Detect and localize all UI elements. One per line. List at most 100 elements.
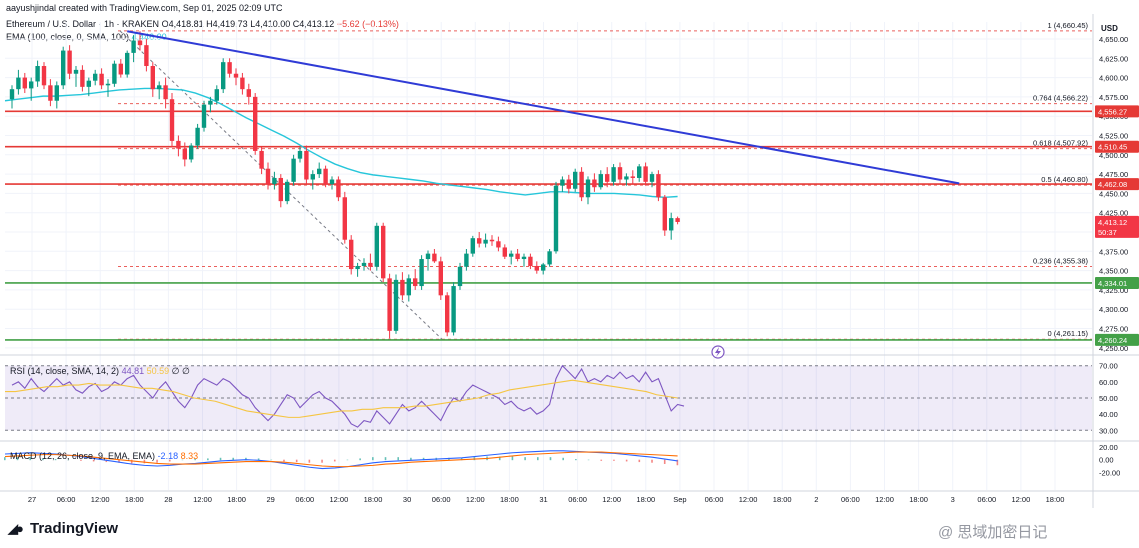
macd-histogram-bar: [92, 459, 95, 462]
candle-body: [451, 286, 456, 333]
candle-body: [393, 279, 399, 331]
candle-body: [489, 239, 495, 242]
time-tick-label: 12:00: [330, 495, 349, 504]
rsi-legend[interactable]: RSI (14, close, SMA, 14, 2) 44.81 50.59 …: [10, 366, 190, 377]
candle-body: [285, 181, 290, 202]
candle-body: [477, 238, 482, 244]
level-price-tag: 4,556.27: [1098, 107, 1127, 116]
macd-histogram-bar: [613, 459, 615, 461]
time-tick-label: 06:00: [295, 495, 314, 504]
macd-histogram-bar: [67, 459, 70, 461]
macd-histogram-bar: [397, 457, 400, 461]
lightning-bolt-icon: [715, 347, 721, 357]
open-value: O4,418.81: [161, 19, 204, 29]
macd-histogram-bar: [448, 457, 450, 461]
candle-body: [592, 179, 597, 188]
candle-body: [643, 166, 648, 182]
candle-body: [662, 197, 667, 231]
candle-body: [342, 197, 347, 240]
macd-histogram-bar: [283, 459, 285, 462]
time-tick-label: Sep: [673, 495, 686, 504]
candle-body: [48, 85, 53, 101]
candle-body: [118, 63, 123, 75]
macd-tick-label: 20.00: [1099, 443, 1118, 452]
candle-body: [9, 89, 15, 100]
level-price-tag-bg: [1095, 178, 1139, 191]
macd-histogram-bar: [410, 457, 412, 461]
macd-tick-label: 0.00: [1099, 456, 1114, 465]
time-tick-label: 06:00: [568, 495, 587, 504]
macd-histogram-bar: [118, 459, 120, 463]
chart-marks: [711, 345, 725, 359]
time-tick-label: 06:00: [705, 495, 724, 504]
candle-body: [502, 247, 507, 257]
time-tick-label: 12:00: [875, 495, 894, 504]
price-tick-label: 4,500.00: [1099, 151, 1128, 160]
candle-body: [585, 179, 591, 198]
logo-text: TradingView: [30, 520, 119, 537]
candle-body: [406, 278, 411, 296]
macd-histogram-bar: [460, 457, 463, 461]
macd-legend[interactable]: MACD (12, 26, close, 9, EMA, EMA) -2.18 …: [10, 451, 198, 461]
macd-histogram-bar: [562, 457, 564, 461]
macd-histogram-bar: [143, 459, 146, 464]
macd-histogram-bar: [524, 457, 526, 461]
candle-body: [425, 253, 431, 260]
time-axis: 27 06:00 12:00 18:00 28 12:00 18:00 29 06:00 12:0…: [28, 495, 1065, 504]
candle-body: [112, 63, 117, 84]
candle-body: [464, 253, 469, 267]
macd-histogram-bar: [181, 459, 184, 461]
time-tick-label: 12:00: [91, 495, 110, 504]
level-price-tag-bg: [1095, 276, 1139, 289]
candle-body: [291, 158, 296, 182]
macd-histogram-bar: [270, 459, 273, 461]
last-price-tag-countdown: 50:37: [1098, 228, 1117, 237]
candle-body: [144, 45, 149, 67]
price-tick-label: 4,475.00: [1099, 170, 1128, 179]
candle-body: [560, 179, 565, 186]
grid-lines: [0, 14, 1139, 508]
candle-body: [329, 179, 335, 185]
candle-body: [470, 238, 475, 254]
macd-signal-line: [4, 451, 678, 468]
ema-legend[interactable]: EMA (100, close, 0, SMA, 100) 4,446.00: [6, 32, 167, 42]
macd-histogram-bar: [295, 459, 298, 463]
fib-label: 0.764 (4,566.22): [1033, 94, 1089, 103]
candle-body: [176, 140, 181, 149]
time-tick-label: 31: [539, 495, 547, 504]
candle-body: [253, 96, 258, 151]
price-axis: 4,650.004,625.004,600.004,575.004,550.00…: [1095, 35, 1139, 353]
candle-body: [157, 85, 162, 90]
time-tick-label: 29: [267, 495, 275, 504]
candle-body: [278, 177, 283, 202]
time-tick-label: 12:00: [602, 495, 621, 504]
rsi-tick-label: 60.00: [1099, 378, 1118, 387]
candle-body: [355, 265, 360, 270]
macd-line: [4, 450, 678, 470]
price-tick-label: 4,625.00: [1099, 54, 1128, 63]
candle-body: [579, 171, 584, 198]
tradingview-logo[interactable]: ◢● TradingView: [8, 520, 118, 537]
rsi-tick-label: 50.00: [1099, 394, 1118, 403]
macd-histogram-bar: [194, 459, 196, 461]
rsi-tick-label: 40.00: [1099, 410, 1118, 419]
chart-caption: aayushjindal created with TradingView.co…: [6, 3, 283, 13]
candle-body: [214, 89, 219, 101]
time-tick-label: 06:00: [57, 495, 76, 504]
fib-label: 1 (4,660.45): [1048, 21, 1089, 30]
candle-body: [163, 85, 168, 100]
candle-body: [553, 185, 559, 252]
macd-histogram-bar: [498, 456, 501, 461]
macd-histogram-bar: [600, 459, 603, 461]
macd-pane: 20.00 0.00 -20.00: [4, 443, 1120, 477]
macd-histogram-bar: [308, 459, 311, 463]
candle-body: [99, 73, 104, 86]
macd-histogram-bar: [651, 459, 653, 463]
candle-body: [573, 171, 578, 189]
time-tick-label: 12:00: [739, 495, 758, 504]
candle-body: [169, 99, 175, 141]
time-tick-label: 2: [814, 495, 818, 504]
candle-body: [630, 176, 635, 178]
macd-histogram-bar: [372, 457, 374, 461]
